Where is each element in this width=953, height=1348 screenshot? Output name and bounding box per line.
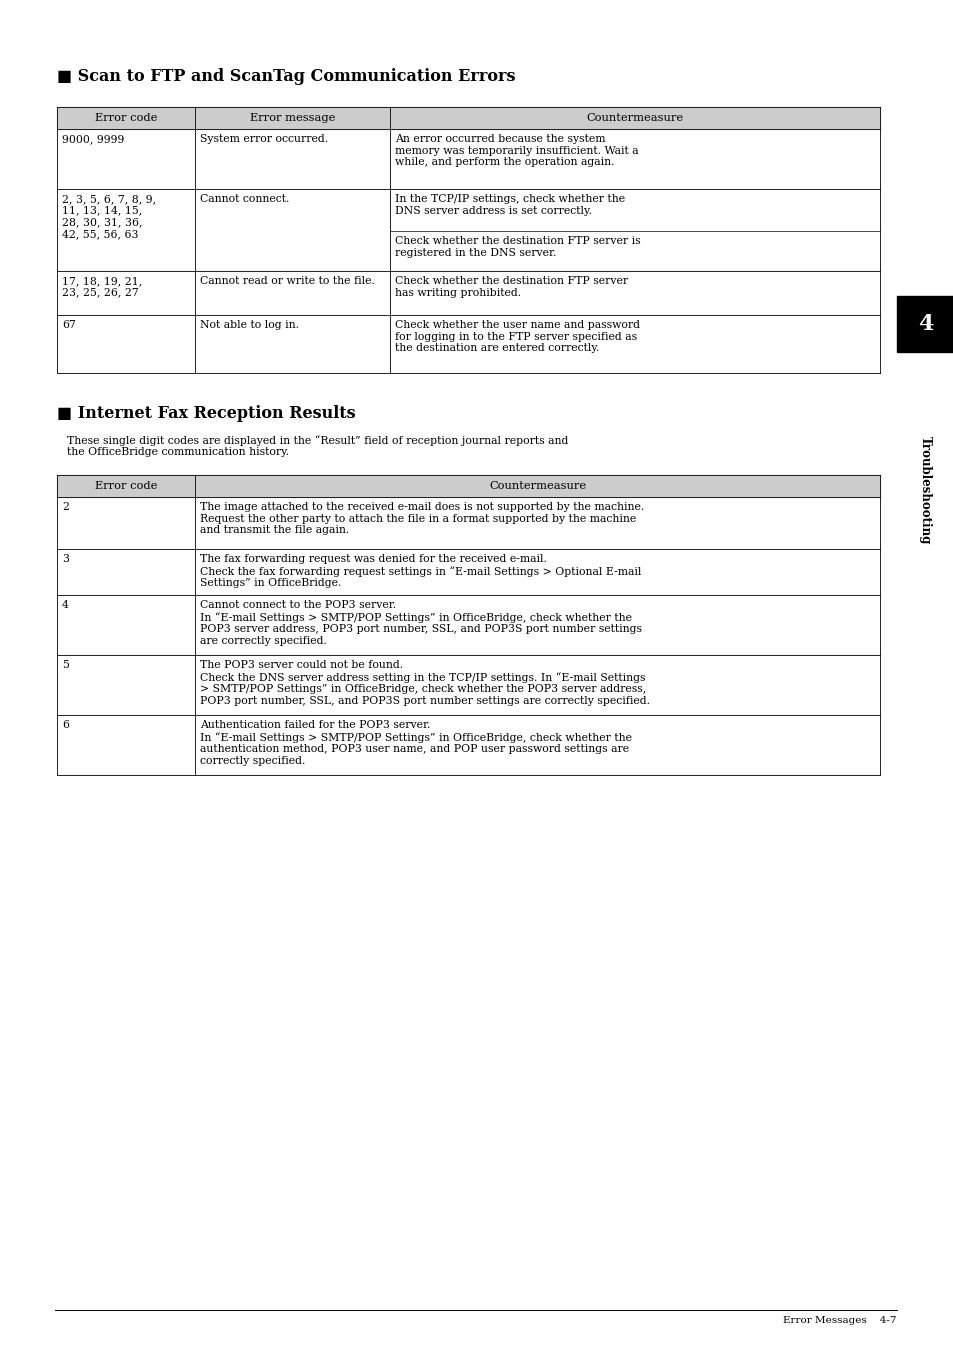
Text: Cannot read or write to the file.: Cannot read or write to the file. [200,276,375,286]
Text: Check whether the destination FTP server is
registered in the DNS server.: Check whether the destination FTP server… [395,236,640,257]
Text: 2, 3, 5, 6, 7, 8, 9,
11, 13, 14, 15,
28, 30, 31, 36,
42, 55, 56, 63: 2, 3, 5, 6, 7, 8, 9, 11, 13, 14, 15, 28,… [62,194,156,239]
Text: Countermeasure: Countermeasure [489,481,585,491]
Text: Error code: Error code [94,113,157,123]
Text: An error occurred because the system
memory was temporarily insufficient. Wait a: An error occurred because the system mem… [395,133,638,167]
Text: The POP3 server could not be found.
Check the DNS server address setting in the : The POP3 server could not be found. Chec… [200,661,649,706]
Bar [57,474,879,497]
Text: These single digit codes are displayed in the “Result” field of reception journa: These single digit codes are displayed i… [67,435,568,457]
Text: Check whether the destination FTP server
has writing prohibited.: Check whether the destination FTP server… [395,276,627,298]
Text: Error code: Error code [94,481,157,491]
Text: 17, 18, 19, 21,
23, 25, 26, 27: 17, 18, 19, 21, 23, 25, 26, 27 [62,276,142,298]
Text: In the TCP/IP settings, check whether the
DNS server address is set correctly.: In the TCP/IP settings, check whether th… [395,194,624,216]
Text: Check whether the user name and password
for logging in to the FTP server specif: Check whether the user name and password… [395,319,639,353]
Text: ■ Scan to FTP and ScanTag Communication Errors: ■ Scan to FTP and ScanTag Communication … [57,67,515,85]
Text: 9000, 9999: 9000, 9999 [62,133,124,144]
Text: 3: 3 [62,554,69,563]
Text: System error occurred.: System error occurred. [200,133,328,144]
Text: 4: 4 [62,600,69,611]
Text: 2: 2 [62,501,69,512]
Text: Authentication failed for the POP3 server.
In “E-mail Settings > SMTP/POP Settin: Authentication failed for the POP3 serve… [200,720,631,766]
Bar [896,297,953,352]
Text: The image attached to the received e-mail does is not supported by the machine.
: The image attached to the received e-mai… [200,501,643,535]
Text: 67: 67 [62,319,76,330]
Text: The fax forwarding request was denied for the received e-mail.
Check the fax for: The fax forwarding request was denied fo… [200,554,640,588]
Text: 5: 5 [62,661,69,670]
Text: Countermeasure: Countermeasure [586,113,683,123]
Text: 4: 4 [917,313,932,336]
Text: Error Messages    4-7: Error Messages 4-7 [782,1316,896,1325]
Bar [57,106,879,129]
Text: Error message: Error message [250,113,335,123]
Text: ■ Internet Fax Reception Results: ■ Internet Fax Reception Results [57,404,355,422]
Text: Troubleshooting: Troubleshooting [918,435,931,545]
Text: Cannot connect.: Cannot connect. [200,194,289,204]
Text: 6: 6 [62,720,69,731]
Text: Cannot connect to the POP3 server.
In “E-mail Settings > SMTP/POP Settings” in O: Cannot connect to the POP3 server. In “E… [200,600,641,646]
Text: Not able to log in.: Not able to log in. [200,319,298,330]
